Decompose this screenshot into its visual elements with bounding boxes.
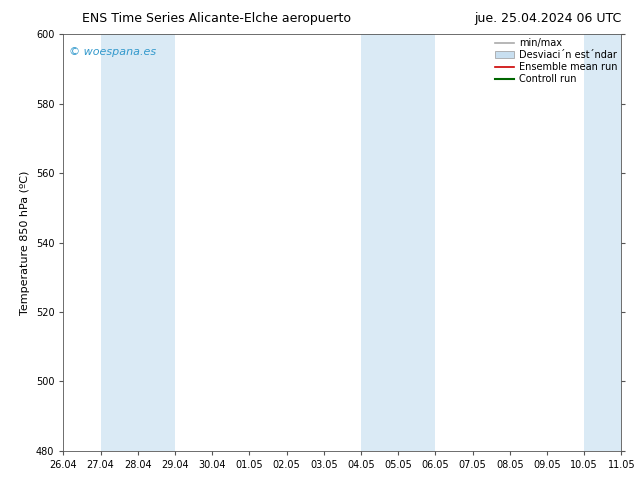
- Text: jue. 25.04.2024 06 UTC: jue. 25.04.2024 06 UTC: [474, 12, 621, 25]
- Y-axis label: Temperature 850 hPa (ºC): Temperature 850 hPa (ºC): [20, 171, 30, 315]
- Text: ENS Time Series Alicante-Elche aeropuerto: ENS Time Series Alicante-Elche aeropuert…: [82, 12, 351, 25]
- Bar: [361, 34, 436, 451]
- Bar: [584, 34, 621, 451]
- Legend: min/max, Desviaci´n est´ndar, Ensemble mean run, Controll run: min/max, Desviaci´n est´ndar, Ensemble m…: [493, 36, 619, 86]
- Bar: [101, 34, 175, 451]
- Text: © woespana.es: © woespana.es: [69, 47, 156, 57]
